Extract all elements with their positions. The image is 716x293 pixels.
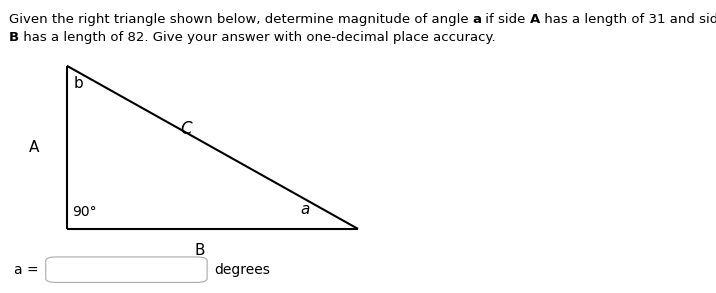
Text: A: A [29,140,39,155]
Text: a =: a = [14,263,39,277]
Text: C: C [180,120,192,139]
Text: B: B [195,243,205,258]
Text: Given the right triangle shown below, determine magnitude of angle: Given the right triangle shown below, de… [9,13,473,26]
Text: 90°: 90° [72,205,97,219]
Text: has a length of 31 and side: has a length of 31 and side [541,13,716,26]
Text: a: a [473,13,481,26]
Text: A: A [530,13,541,26]
Text: B: B [9,31,19,44]
Text: b: b [74,76,84,91]
Text: a: a [301,202,310,217]
Text: has a length of 82. Give your answer with one-decimal place accuracy.: has a length of 82. Give your answer wit… [19,31,495,44]
FancyBboxPatch shape [46,257,207,282]
Text: if side: if side [481,13,530,26]
Text: degrees: degrees [214,263,270,277]
